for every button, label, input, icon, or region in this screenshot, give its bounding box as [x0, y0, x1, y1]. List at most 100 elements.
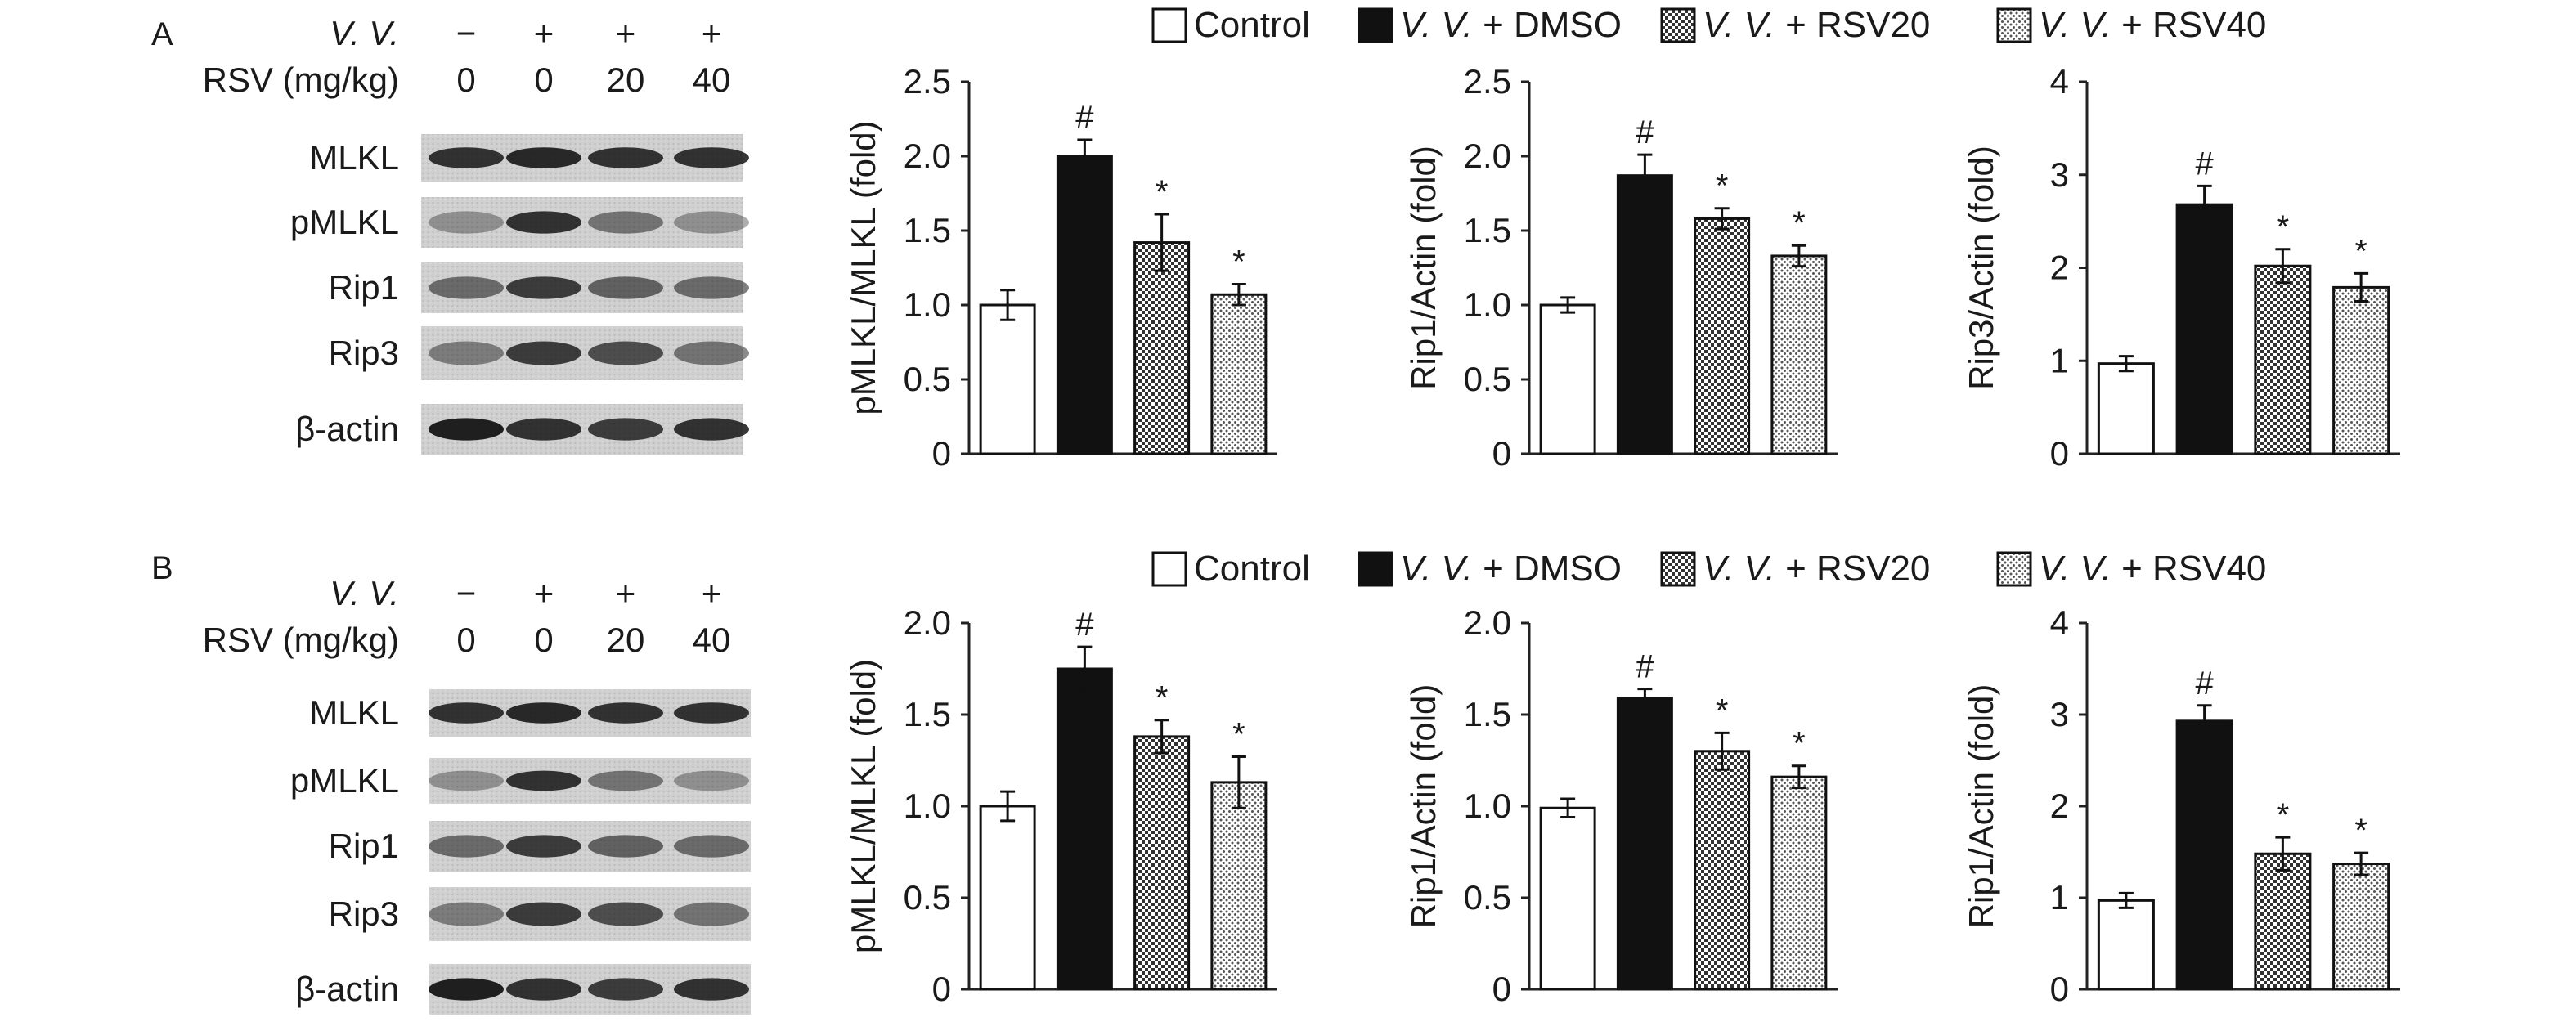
legend-swatch	[1151, 551, 1187, 587]
y-tick-label: 1	[2050, 341, 2069, 379]
western-blot-layer: A V. V. − + + + RSV (mg/kg) 0 0 20 40 MLKL pMLKL Rip1…	[151, 14, 751, 1015]
legend-label-italic: V. V.	[1400, 5, 1473, 45]
legend-label: V. V. + RSV40	[2039, 549, 2266, 589]
blot-row-label: pMLKL	[290, 761, 399, 800]
blot-strip	[421, 197, 743, 248]
y-tick-label: 0.5	[1464, 878, 1511, 917]
bar-chart-1: 0 0.5 1.0 1.5 2.0 2.5 pMLKL/MLKL (fold) # * *	[844, 62, 1277, 473]
rsv-dose: 0	[534, 621, 553, 659]
y-tick-label: 1.5	[904, 695, 951, 733]
blot-band	[674, 418, 749, 441]
y-tick-label: 2.0	[1464, 603, 1511, 642]
legend-swatch	[1660, 7, 1696, 43]
legend-layer: Control V. V. + DMSO V. V. + RSV20 V. V. + …	[1151, 5, 2267, 589]
significance-marker: *	[1156, 174, 1169, 210]
blot-band	[429, 147, 504, 168]
blot-band	[674, 341, 749, 365]
y-tick-label: 0	[1492, 434, 1511, 473]
blot-row-label: β-actin	[295, 410, 399, 448]
y-tick-label: 0	[932, 434, 951, 473]
blot-band	[588, 211, 663, 234]
blot-row-label: Rip3	[329, 894, 399, 933]
y-tick-label: 0	[1492, 970, 1511, 1008]
vv-sign: +	[702, 574, 722, 612]
legend-a: Control V. V. + DMSO V. V. + RSV20 V. V. + …	[1151, 5, 2267, 45]
blot-band	[429, 835, 504, 858]
vv-header-label: V. V.	[330, 14, 399, 52]
vv-sign: +	[534, 574, 554, 612]
blot-band	[588, 147, 663, 168]
significance-marker: #	[1636, 114, 1654, 150]
y-axis-label: Rip1/Actin (fold)	[1962, 684, 2000, 929]
blot-band	[674, 702, 749, 724]
blot-band	[588, 341, 663, 365]
bar	[2175, 719, 2233, 991]
bar	[1133, 735, 1191, 991]
rsv-dose: 40	[693, 61, 731, 99]
bar	[1539, 303, 1596, 455]
significance-marker: #	[2196, 666, 2215, 702]
vv-sign: −	[456, 574, 477, 612]
bar-chart-5: 0 0.5 1.0 1.5 2.0 Rip1/Actin (fold) # * *	[1404, 603, 1838, 1008]
bar	[1056, 667, 1113, 991]
blot-band	[674, 978, 749, 1001]
legend-label-text: + RSV20	[1775, 549, 1931, 589]
rsv-dose: 0	[534, 61, 553, 99]
blot-band	[429, 418, 504, 441]
blot-row-label: β-actin	[295, 970, 399, 1008]
blot-band	[588, 702, 663, 724]
bar	[1616, 697, 1673, 991]
y-axis-label: Rip1/Actin (fold)	[1404, 684, 1443, 929]
blot-band	[506, 978, 581, 1001]
blot-band	[429, 902, 504, 926]
bar	[979, 303, 1036, 455]
blot-band	[506, 835, 581, 858]
y-axis-label: pMLKL/MLKL (fold)	[844, 120, 882, 415]
blot-band	[674, 276, 749, 299]
vv-sign: +	[616, 14, 636, 52]
panel-letter: A	[151, 16, 173, 52]
rsv-dose: 0	[456, 621, 475, 659]
y-tick-label: 2.0	[1464, 137, 1511, 175]
bar	[1210, 293, 1268, 455]
bar	[2097, 362, 2155, 455]
bar	[2097, 899, 2155, 991]
bar	[1770, 775, 1828, 991]
legend-label-italic: V. V.	[2039, 549, 2112, 589]
significance-marker: *	[2277, 209, 2290, 245]
rsv-dose: 20	[607, 621, 645, 659]
y-tick-label: 1.0	[1464, 787, 1511, 825]
legend-swatch	[1660, 551, 1696, 587]
blot-band	[588, 978, 663, 1001]
blot-band	[506, 702, 581, 724]
y-tick-label: 0.5	[904, 360, 951, 398]
blot-band	[429, 276, 504, 299]
blot-band	[674, 902, 749, 926]
y-tick-label: 1.5	[904, 211, 951, 249]
significance-marker: *	[2277, 797, 2290, 833]
bar	[2175, 203, 2233, 455]
charts-layer: 0 0.5 1.0 1.5 2.0 2.5 pMLKL/MLKL (fold) # * * 0 0.5…	[844, 62, 2400, 1008]
y-tick-label: 1.5	[1464, 211, 1511, 249]
y-tick-label: 2.5	[1464, 62, 1511, 101]
bar	[2332, 863, 2390, 991]
significance-marker: *	[1232, 717, 1245, 753]
blot-band	[674, 835, 749, 858]
blot-band	[506, 902, 581, 926]
blot-band	[429, 341, 504, 365]
significance-marker: *	[1793, 726, 1806, 762]
y-tick-label: 2.5	[904, 62, 951, 101]
bar	[1539, 806, 1596, 991]
legend-label: V. V. + DMSO	[1400, 5, 1622, 45]
legend-label-text: + RSV20	[1775, 5, 1931, 45]
vv-sign: +	[702, 14, 722, 52]
panel-letter: B	[151, 550, 173, 586]
significance-marker: *	[2354, 233, 2367, 269]
rsv-dose: 20	[607, 61, 645, 99]
rsv-dose: 0	[456, 61, 475, 99]
bar	[1133, 241, 1191, 455]
legend-label-text: + RSV40	[2112, 5, 2267, 45]
y-tick-label: 2	[2050, 249, 2069, 287]
blot-band	[429, 702, 504, 724]
blot-row-label: Rip3	[329, 334, 399, 372]
